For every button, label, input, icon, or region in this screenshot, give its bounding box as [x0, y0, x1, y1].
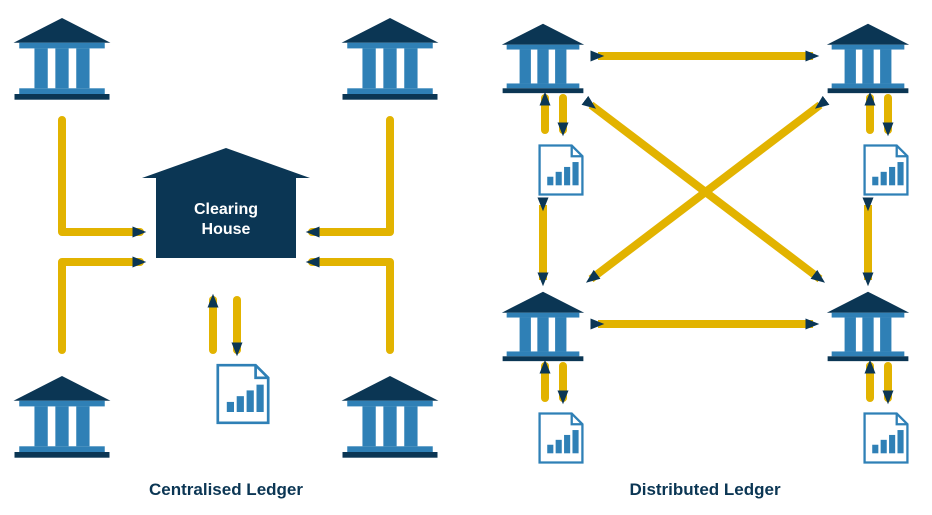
- ledger-doc-icon: [218, 365, 268, 423]
- centralised-panel: Clearing House: [14, 18, 439, 458]
- connector: [312, 262, 390, 350]
- ledger-doc-icon: [865, 414, 908, 463]
- connector: [62, 120, 140, 232]
- bank-icon: [14, 18, 111, 100]
- bank-icon: [827, 24, 909, 93]
- diagram-svg: Clearing House: [0, 0, 932, 515]
- distributed-panel: [502, 24, 909, 463]
- connector: [312, 120, 390, 232]
- bank-icon: [14, 376, 111, 458]
- bank-icon: [827, 292, 909, 361]
- distributed-label: Distributed Ledger: [585, 480, 825, 500]
- bank-icon: [342, 18, 439, 100]
- bank-icon: [502, 292, 584, 361]
- clearing-house-line1: Clearing: [194, 201, 258, 218]
- ledger-doc-icon: [540, 146, 583, 195]
- clearing-house-line2: House: [202, 221, 251, 238]
- diagram-stage: Clearing House Centralised Ledger Distrib…: [0, 0, 932, 515]
- bank-icon: [342, 376, 439, 458]
- ledger-doc-icon: [865, 146, 908, 195]
- bank-icon: [502, 24, 584, 93]
- clearing-house: Clearing House: [142, 148, 310, 258]
- ledger-doc-icon: [540, 414, 583, 463]
- centralised-label: Centralised Ledger: [106, 480, 346, 500]
- connector: [62, 262, 140, 350]
